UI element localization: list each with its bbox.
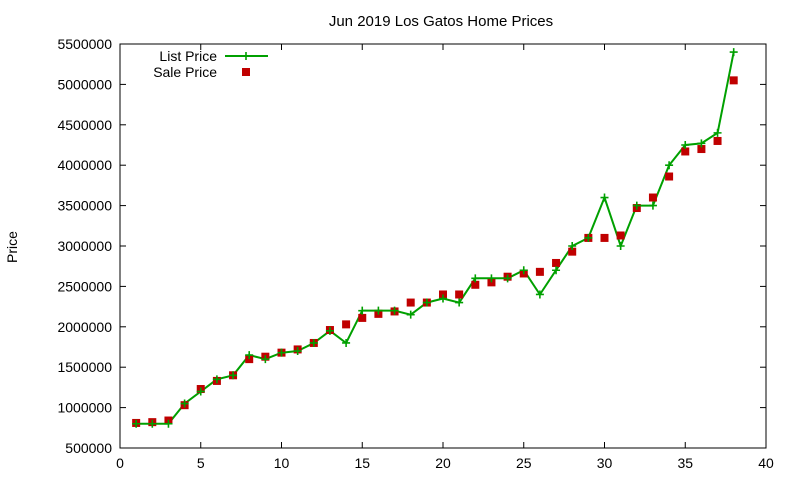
list-price-point bbox=[600, 193, 609, 202]
sale-price-point bbox=[535, 267, 544, 276]
x-tick-label: 0 bbox=[116, 455, 124, 471]
list-price-point bbox=[245, 351, 254, 360]
sale-price-point bbox=[568, 247, 577, 256]
x-tick-label: 5 bbox=[197, 455, 205, 471]
legend-label-list-price: List Price bbox=[159, 48, 217, 64]
sale-price-point bbox=[600, 233, 609, 242]
sale-price-point bbox=[681, 147, 690, 156]
list-price-point bbox=[325, 326, 334, 335]
list-price-point bbox=[568, 242, 577, 250]
y-tick-label: 5000000 bbox=[57, 76, 112, 92]
list-price-point bbox=[471, 274, 480, 283]
list-price-point bbox=[713, 128, 722, 137]
sale-price-point bbox=[616, 231, 625, 240]
list-price-point bbox=[390, 306, 399, 315]
chart-title: Jun 2019 Los Gatos Home Prices bbox=[329, 13, 553, 30]
sale-price-point bbox=[729, 76, 738, 85]
list-price-point bbox=[342, 338, 351, 347]
list-price-point bbox=[487, 274, 496, 283]
y-tick-label: 4500000 bbox=[57, 117, 112, 133]
sale-price-point bbox=[697, 145, 706, 154]
list-price-point bbox=[212, 375, 221, 384]
list-price-point bbox=[648, 201, 657, 210]
plot-border bbox=[119, 43, 767, 449]
x-tick-label: 30 bbox=[597, 455, 613, 471]
sale-price-point bbox=[439, 290, 447, 299]
legend-label-sale-price: Sale Price bbox=[153, 64, 217, 80]
y-tick-label: 1000000 bbox=[57, 400, 112, 416]
sale-price-point bbox=[455, 290, 464, 299]
list-price-line bbox=[136, 51, 735, 425]
list-price-point bbox=[277, 348, 286, 357]
y-tick-label: 2500000 bbox=[57, 278, 112, 294]
list-price-point bbox=[164, 419, 173, 428]
list-price-point bbox=[519, 266, 528, 275]
x-tick-label: 20 bbox=[435, 455, 451, 471]
list-price-point bbox=[439, 294, 447, 303]
y-tick-label: 3500000 bbox=[57, 198, 112, 214]
list-price-point bbox=[552, 266, 561, 275]
y-tick-label: 3000000 bbox=[57, 238, 112, 254]
list-price-point bbox=[406, 310, 415, 319]
list-price-point bbox=[196, 387, 205, 396]
list-price-point bbox=[148, 419, 157, 428]
list-price-point bbox=[132, 419, 141, 428]
y-tick-label: 2000000 bbox=[57, 319, 112, 335]
y-tick-label: 4000000 bbox=[57, 157, 112, 173]
list-price-point bbox=[535, 290, 544, 299]
y-axis-label: Price bbox=[4, 231, 20, 263]
list-price-point bbox=[358, 306, 367, 315]
list-price-point bbox=[697, 139, 706, 148]
sale-price-point bbox=[487, 278, 496, 287]
y-axis: 500000 1000000 1500000 2000000 2500000 300000… bbox=[57, 36, 766, 456]
sale-price-point bbox=[648, 193, 657, 202]
list-price-point bbox=[422, 298, 431, 307]
series-layer bbox=[132, 48, 738, 428]
legend-swatch-sale-price bbox=[242, 68, 250, 76]
list-price-point bbox=[180, 399, 189, 408]
sale-price-point bbox=[406, 298, 415, 307]
x-tick-label: 35 bbox=[677, 455, 693, 471]
sale-price-point bbox=[358, 313, 367, 322]
x-tick-label: 25 bbox=[516, 455, 532, 471]
list-price-point bbox=[584, 233, 593, 242]
list-price-point bbox=[309, 338, 318, 347]
list-price-point bbox=[616, 242, 625, 250]
sale-price-point bbox=[713, 136, 722, 145]
sale-price-point bbox=[245, 355, 254, 364]
x-axis: 0 5 10 15 20 25 30 35 40 bbox=[116, 44, 774, 471]
list-price-point bbox=[665, 161, 674, 170]
list-price-point bbox=[455, 298, 464, 307]
sale-price-point bbox=[342, 320, 351, 329]
x-tick-label: 40 bbox=[758, 455, 774, 471]
list-price-point bbox=[229, 371, 238, 380]
y-tick-label: 1500000 bbox=[57, 359, 112, 375]
y-tick-label: 500000 bbox=[65, 440, 112, 456]
list-price-point bbox=[261, 355, 270, 364]
x-tick-label: 15 bbox=[354, 455, 370, 471]
list-price-point bbox=[293, 347, 302, 356]
list-price-point bbox=[729, 48, 738, 57]
x-tick-label: 10 bbox=[274, 455, 290, 471]
y-tick-label: 5500000 bbox=[57, 36, 112, 52]
list-price-point bbox=[632, 201, 641, 210]
list-price-point bbox=[681, 141, 690, 149]
legend-marker-list-price bbox=[242, 52, 250, 60]
list-price-point bbox=[374, 306, 383, 315]
list-price-point bbox=[503, 274, 512, 283]
sale-price-point bbox=[471, 280, 480, 289]
sale-price-point bbox=[552, 258, 561, 267]
sale-price-point bbox=[665, 172, 674, 181]
